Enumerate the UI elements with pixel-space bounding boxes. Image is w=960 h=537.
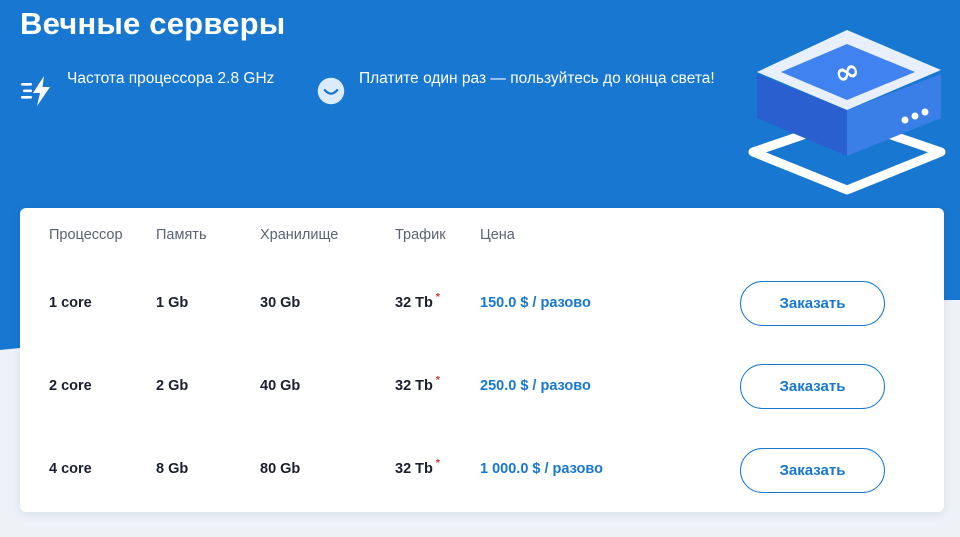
memory-value: 1 Gb [156,295,189,311]
header-traffic: Трафик [395,227,446,243]
feature-text: Частота процессора 2.8 GHz [67,70,275,87]
traffic-cell: 32 Tb * [395,458,440,477]
traffic-cell: 32 Tb * [395,375,440,394]
header-storage: Хранилище [260,227,339,243]
price-value: 1 000.0 $ / разово [480,461,603,477]
infinity-server-icon: ∞ [748,30,946,195]
pricing-table: Процессор Память Хранилище Трафик Цена 1… [20,208,944,512]
price-value: 250.0 $ / разово [480,378,591,394]
storage-value: 40 Gb [260,378,301,394]
footnote-marker: * [435,375,440,386]
header-price: Цена [480,227,515,243]
memory-value: 8 Gb [156,461,189,477]
cpu-value: 4 core [49,461,92,477]
header-memory: Память [156,227,207,243]
order-button[interactable]: Заказать [740,448,885,493]
page-title: Вечные серверы [20,6,286,41]
order-button[interactable]: Заказать [740,281,885,326]
header-cpu: Процессор [49,227,123,243]
feature-cpu-frequency: Частота процессора 2.8 GHz [20,68,290,108]
smile-icon [317,77,345,105]
order-button[interactable]: Заказать [740,364,885,409]
lightning-speed-icon [21,76,50,106]
traffic-value: 32 Tb [395,378,433,394]
traffic-value: 32 Tb [395,295,433,311]
feature-one-time-payment: Платите один раз — пользуйтесь до конца … [316,68,736,106]
feature-text: Платите один раз — пользуйтесь до конца … [359,70,715,87]
footnote-marker: * [435,458,440,469]
storage-value: 80 Gb [260,461,301,477]
price-value: 150.0 $ / разово [480,295,591,311]
traffic-value: 32 Tb [395,461,433,477]
traffic-cell: 32 Tb * [395,292,440,311]
storage-value: 30 Gb [260,295,301,311]
footnote-marker: * [435,292,440,303]
cpu-value: 2 core [49,378,92,394]
memory-value: 2 Gb [156,378,189,394]
cpu-value: 1 core [49,295,92,311]
